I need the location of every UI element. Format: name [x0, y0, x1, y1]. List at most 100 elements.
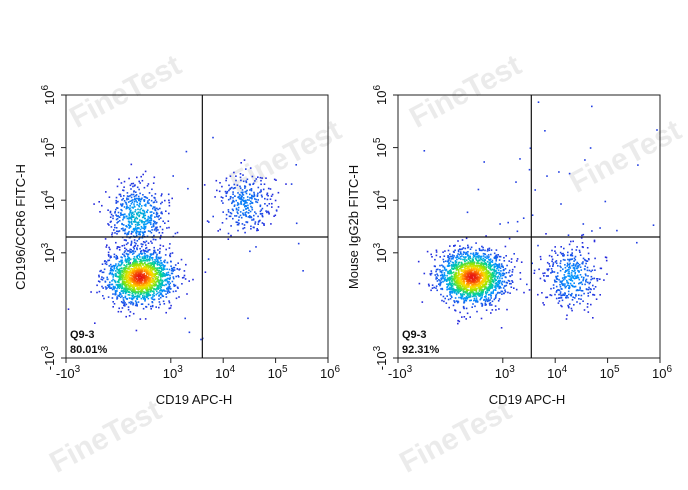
data-point [109, 211, 112, 214]
data-point [451, 272, 454, 274]
data-point [491, 283, 494, 286]
data-point [169, 252, 172, 255]
data-point [441, 264, 443, 267]
data-point [121, 285, 123, 287]
data-point [440, 278, 443, 281]
data-point [567, 251, 569, 254]
data-point [482, 255, 485, 257]
data-point [187, 187, 189, 190]
data-point [156, 269, 159, 272]
data-point [475, 290, 478, 293]
data-point [511, 268, 514, 271]
data-point [154, 216, 156, 218]
data-point [259, 204, 262, 207]
data-point [141, 290, 144, 292]
data-point [421, 301, 424, 303]
data-point [480, 257, 482, 259]
data-point [172, 175, 174, 177]
data-point [105, 261, 108, 263]
data-point [457, 277, 460, 279]
data-point [590, 270, 592, 273]
data-point [484, 249, 486, 252]
data-point [470, 287, 472, 290]
data-point [546, 175, 548, 177]
data-point [141, 257, 144, 260]
data-point [118, 287, 121, 289]
data-point [448, 257, 450, 260]
data-point [490, 291, 493, 294]
data-point [176, 231, 179, 234]
data-point [149, 211, 152, 213]
data-point [483, 280, 486, 282]
data-point [587, 311, 590, 313]
data-point [500, 327, 503, 329]
data-point [417, 260, 420, 263]
data-point [453, 255, 455, 257]
data-point [485, 269, 488, 272]
data-point [472, 291, 474, 294]
data-point [492, 275, 494, 277]
data-point [513, 266, 516, 268]
data-point [121, 245, 124, 247]
data-point [134, 296, 136, 298]
data-point [131, 263, 134, 265]
data-point [574, 255, 577, 258]
data-point [156, 253, 158, 256]
data-point [152, 206, 155, 208]
data-point [465, 252, 468, 254]
data-point [257, 199, 259, 201]
data-point [241, 191, 244, 194]
data-point [434, 258, 436, 261]
data-point [475, 258, 477, 260]
data-point [118, 285, 121, 288]
data-point [169, 285, 171, 288]
data-point [451, 292, 454, 294]
data-point [155, 280, 158, 283]
data-point [464, 267, 466, 269]
data-point [478, 254, 480, 257]
data-point [480, 302, 483, 305]
data-point [503, 280, 506, 283]
data-point [137, 301, 140, 303]
data-point [112, 276, 114, 278]
data-point [160, 259, 162, 262]
data-point [138, 260, 141, 263]
data-point [448, 262, 451, 264]
data-point [463, 316, 466, 318]
data-point [558, 171, 560, 173]
data-point [431, 284, 434, 286]
data-point [490, 249, 493, 251]
data-point [493, 298, 496, 301]
data-point [251, 196, 253, 198]
data-point [164, 222, 166, 224]
data-point [571, 284, 574, 287]
data-point [120, 293, 122, 296]
data-point [160, 211, 163, 213]
data-point [435, 251, 438, 253]
data-point [274, 214, 277, 217]
data-point [149, 267, 152, 269]
data-point [480, 290, 483, 293]
data-point [244, 213, 247, 216]
data-point [478, 259, 481, 262]
data-point [136, 227, 139, 230]
data-point [565, 270, 568, 272]
data-point [168, 226, 170, 229]
data-point [114, 281, 117, 284]
data-point [121, 222, 123, 225]
data-point [470, 265, 473, 268]
data-point [475, 242, 477, 244]
data-point [465, 262, 468, 265]
data-point [151, 242, 153, 244]
data-point [165, 296, 168, 298]
data-point [456, 265, 458, 268]
data-point [161, 294, 163, 297]
data-point [528, 289, 531, 291]
data-point [120, 195, 122, 198]
data-point [227, 198, 230, 201]
data-point [142, 288, 144, 291]
data-point [268, 211, 270, 214]
data-point [130, 196, 133, 199]
data-point [497, 280, 499, 283]
data-point [237, 229, 239, 232]
